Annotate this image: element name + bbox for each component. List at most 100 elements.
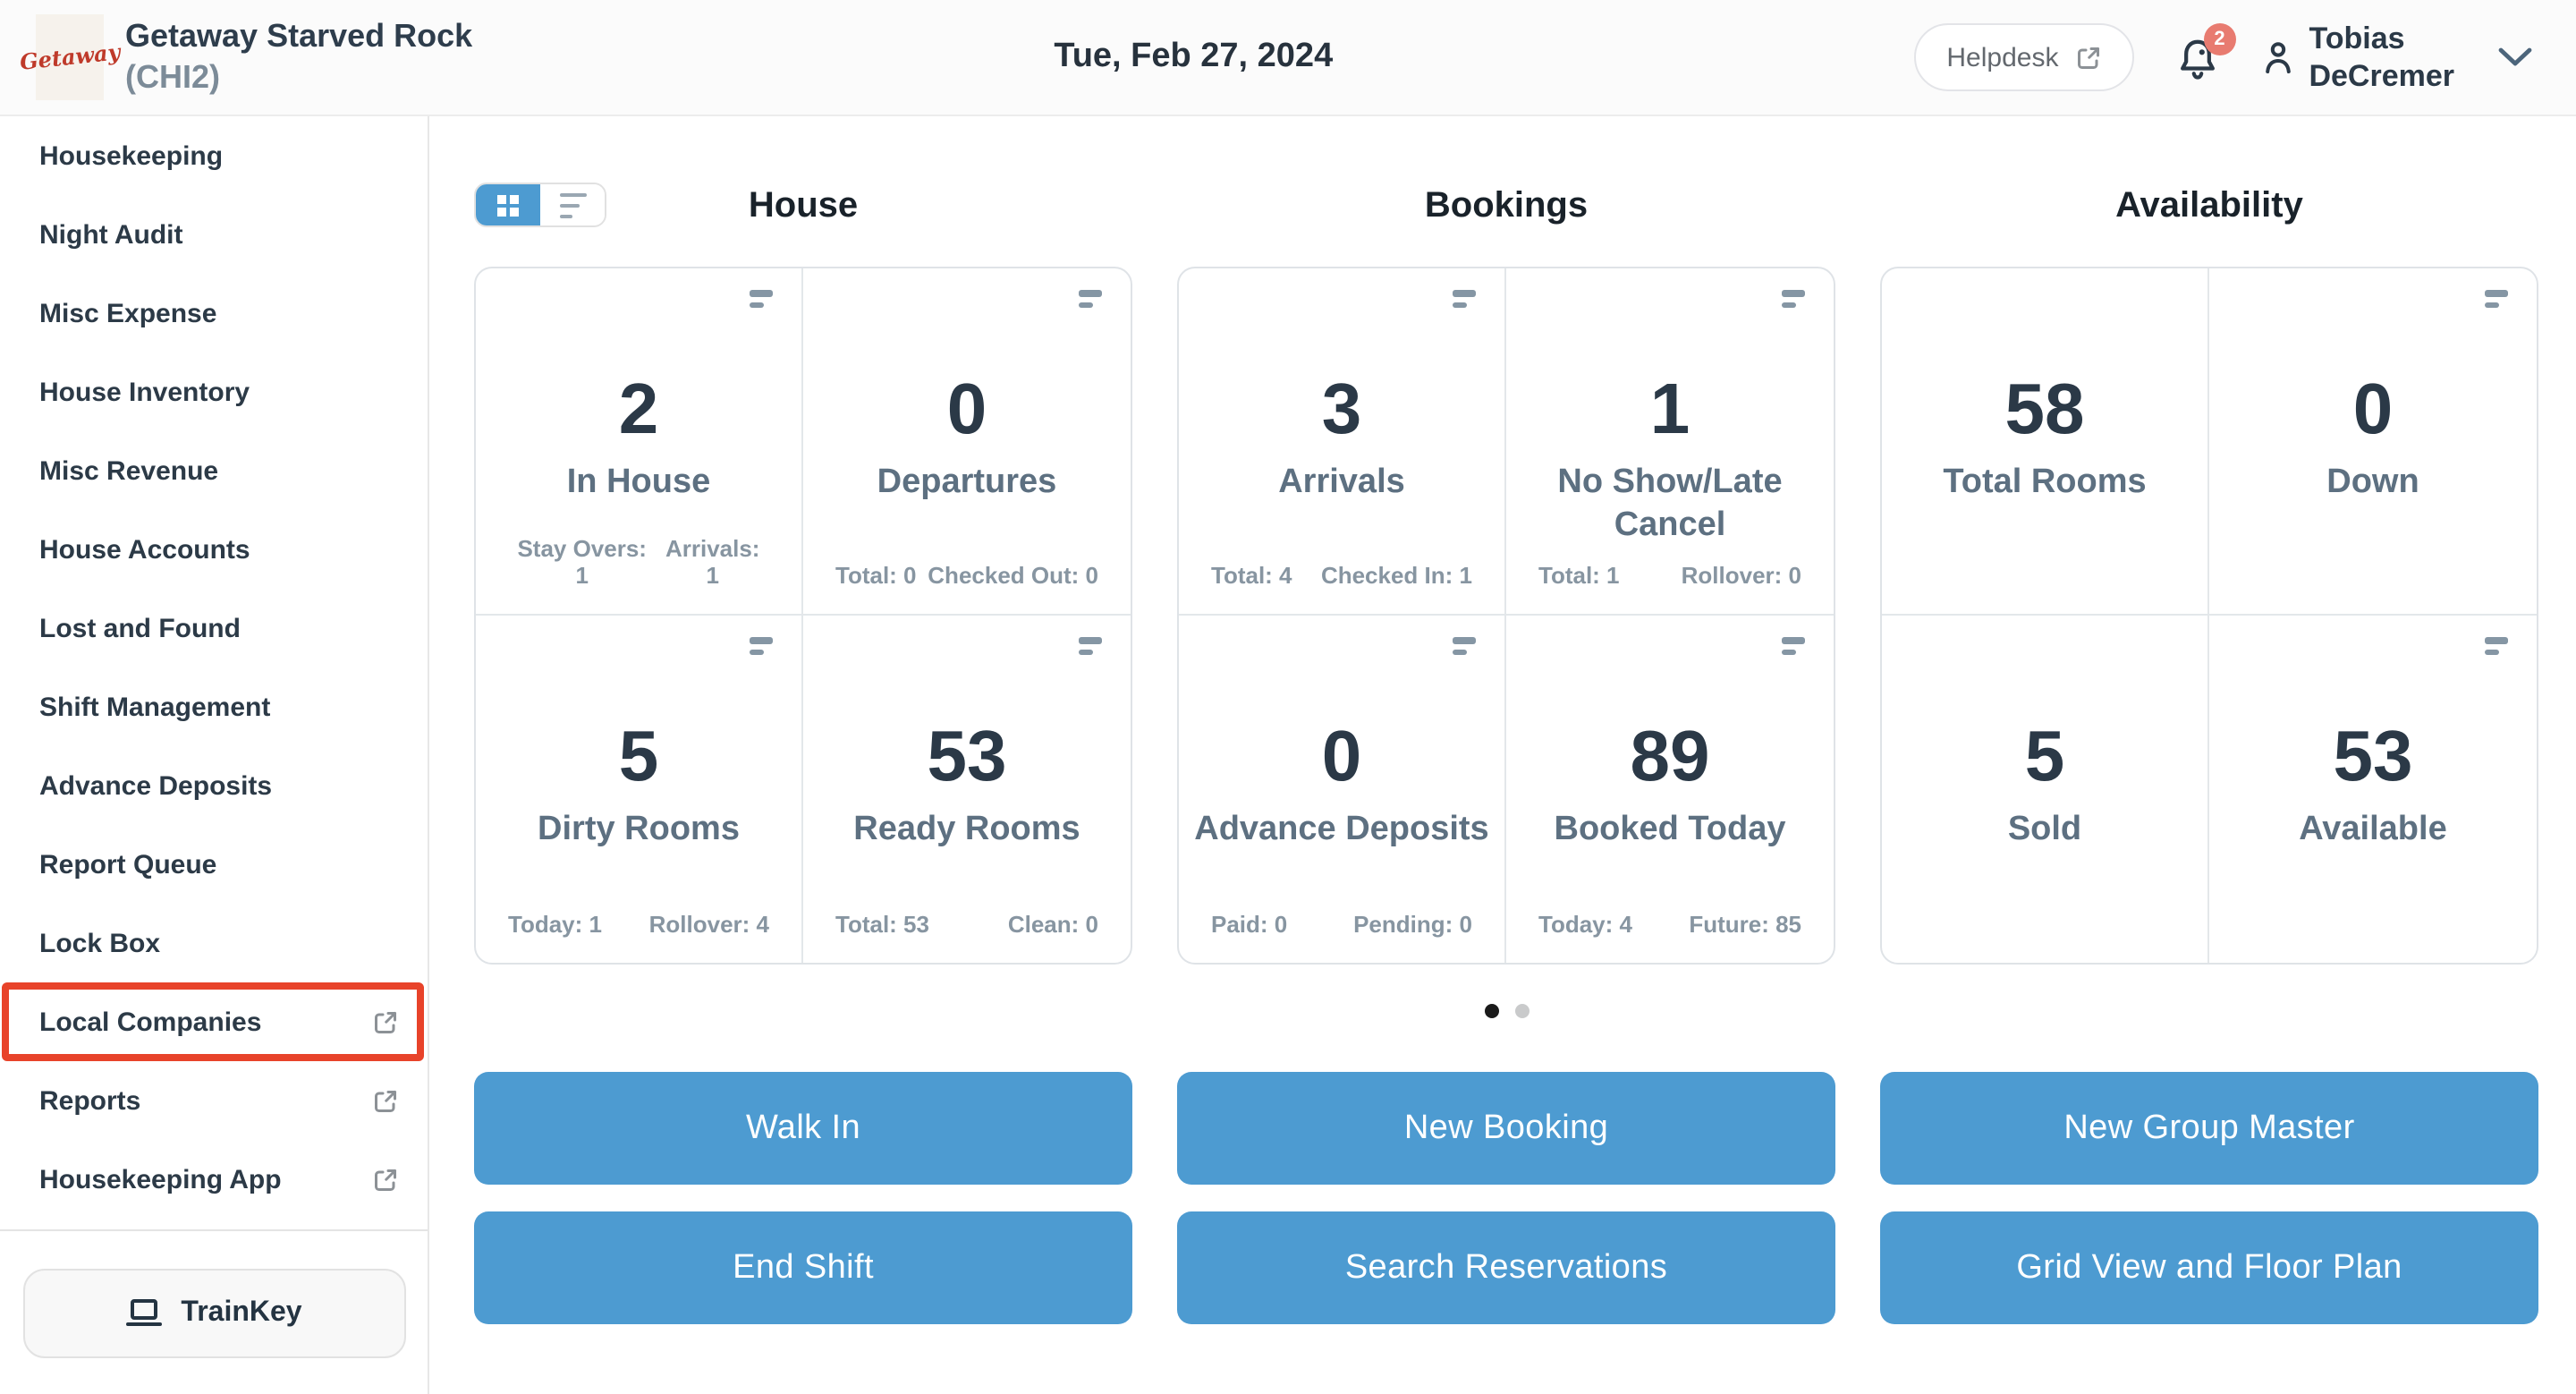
stats-icon[interactable] [1453,637,1476,660]
external-link-icon [375,1011,396,1033]
sidebar-item-shift-management[interactable]: Shift Management [0,667,428,746]
grid-view-button[interactable] [476,184,540,225]
stats-icon[interactable] [1782,290,1805,313]
card-group-bookings: 3 Arrivals Total: 4 Checked In: 1 1 No S… [1177,267,1835,965]
grid-view-icon [497,194,519,216]
sidebar-item-label: Local Companies [39,1007,262,1037]
sidebar-item-housekeeping[interactable]: Housekeeping [0,116,428,195]
sidebar-item-reports[interactable]: Reports [0,1061,428,1140]
card-label: Booked Today [1554,811,1786,848]
helpdesk-label: Helpdesk [1946,42,2059,72]
user-first-name: Tobias [2309,21,2405,55]
stats-icon[interactable] [2485,290,2508,313]
quick-actions: Walk In New Booking New Group Master End Sh… [474,1072,2538,1324]
card-label: Departures [877,463,1057,501]
sidebar-item-label: Misc Revenue [39,455,219,486]
sidebar-item-label: Lost and Found [39,613,241,643]
sidebar-item-label: Shift Management [39,692,271,722]
card-value: 58 [2004,370,2085,449]
card-departures: 0 Departures Total: 0 Checked Out: 0 [803,268,1131,616]
card-in-house: 2 In House Stay Overs: 1 Arrivals: 1 [476,268,803,616]
card-value: 89 [1630,718,1710,796]
card-substats: Stay Overs: 1 Arrivals: 1 [517,535,760,589]
sidebar-item-label: Lock Box [39,928,161,958]
card-value: 2 [618,370,659,449]
person-icon [2265,41,2291,72]
card-substats: Total: 4 Checked In: 1 [1211,562,1472,589]
search-reservations-button[interactable]: Search Reservations [1177,1211,1835,1324]
sidebar-item-misc-expense[interactable]: Misc Expense [0,274,428,353]
card-value: 0 [2352,370,2394,449]
stats-icon[interactable] [1079,637,1102,660]
helpdesk-button[interactable]: Helpdesk [1914,23,2134,91]
sidebar-item-house-inventory[interactable]: House Inventory [0,353,428,431]
new-group-master-button[interactable]: New Group Master [1880,1072,2538,1185]
section-title-house: House [748,186,859,225]
end-shift-button[interactable]: End Shift [474,1211,1132,1324]
card-value: 53 [927,718,1007,796]
card-label: Advance Deposits [1194,811,1489,848]
stats-icon[interactable] [1079,290,1102,313]
card-value: 5 [2024,718,2065,796]
card-substats: Today: 1 Rollover: 4 [508,911,769,938]
sidebar-item-misc-revenue[interactable]: Misc Revenue [0,431,428,510]
notifications-button[interactable]: 2 [2173,23,2236,84]
external-link-icon [2077,47,2099,68]
user-last-name: DeCremer [2309,59,2454,93]
stats-icon[interactable] [2485,637,2508,660]
section-title-bookings: Bookings [1424,186,1589,225]
card-label: In House [566,463,711,501]
carousel-dots [474,1004,2538,1018]
card-advance-deposits: 0 Advance Deposits Paid: 0 Pending: 0 [1179,616,1506,963]
external-link-icon [375,1090,396,1111]
trainkey-label: TrainKey [181,1296,302,1327]
grid-view-and-floor-plan-button[interactable]: Grid View and Floor Plan [1880,1211,2538,1324]
sidebar-item-advance-deposits[interactable]: Advance Deposits [0,746,428,825]
carousel-dot-2[interactable] [1514,1004,1529,1018]
external-link-icon [375,1169,396,1190]
walk-in-button[interactable]: Walk In [474,1072,1132,1185]
card-total-rooms: 58 Total Rooms [1882,268,2209,616]
list-view-button[interactable] [540,184,605,225]
dashboard: House Bookings Availability 2 In House Sta… [429,116,2576,1394]
laptop-icon [126,1299,163,1326]
card-substats: Total: 53 Clean: 0 [835,911,1098,938]
sidebar-item-lost-and-found[interactable]: Lost and Found [0,589,428,667]
chevron-down-icon[interactable] [2497,47,2533,68]
user-menu[interactable]: Tobias DeCremer [2262,20,2454,95]
stats-icon[interactable] [1782,637,1805,660]
sidebar-item-local-companies[interactable]: Local Companies [0,982,428,1061]
sidebar-item-report-queue[interactable]: Report Queue [0,825,428,904]
card-value: 3 [1321,370,1362,449]
list-view-icon [559,192,586,217]
notification-badge: 2 [2203,23,2236,55]
stats-icon[interactable] [750,637,773,660]
card-group-availability: 58 Total Rooms 0 Down 5 Sold 53 Availabl… [1880,267,2538,965]
carousel-dot-1[interactable] [1484,1004,1498,1018]
sidebar-item-label: House Accounts [39,534,250,565]
sidebar-item-label: Reports [39,1085,141,1116]
sidebar-item-label: Report Queue [39,849,217,880]
new-booking-button[interactable]: New Booking [1177,1072,1835,1185]
stats-icon[interactable] [750,290,773,313]
getaway-logo: Getaway [19,14,121,100]
card-value: 0 [1321,718,1362,796]
card-label: Ready Rooms [853,811,1080,848]
sidebar-item-label: Advance Deposits [39,770,273,801]
sidebar-item-housekeeping-app[interactable]: Housekeeping App [0,1140,428,1219]
card-arrivals: 3 Arrivals Total: 4 Checked In: 1 [1179,268,1506,616]
sidebar-item-night-audit[interactable]: Night Audit [0,195,428,274]
sidebar-item-house-accounts[interactable]: House Accounts [0,510,428,589]
stats-icon[interactable] [1453,290,1476,313]
sidebar-item-label: Housekeeping [39,140,224,171]
property-name: Getaway Starved Rock [125,18,473,54]
sidebar: Housekeeping Night Audit Misc Expense Ho… [0,116,429,1394]
property-code: (CHI2) [125,59,220,95]
card-label: Arrivals [1278,463,1405,501]
sidebar-item-label: Housekeeping App [39,1164,282,1194]
trainkey-button[interactable]: TrainKey [22,1268,405,1357]
card-value: 0 [946,370,987,449]
sidebar-item-lock-box[interactable]: Lock Box [0,904,428,982]
card-value: 1 [1649,370,1690,449]
